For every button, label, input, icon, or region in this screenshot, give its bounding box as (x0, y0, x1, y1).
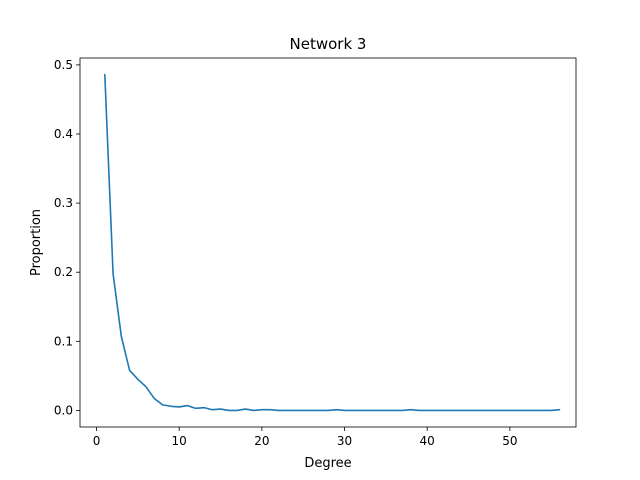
x-tick-label-5: 50 (502, 434, 517, 448)
series-line-0 (104, 73, 561, 412)
y-tick-label-5: 0.5 (54, 58, 73, 72)
plot-frame (79, 57, 577, 428)
x-tick-label-2: 20 (254, 434, 269, 448)
y-tick-label-1: 0.1 (54, 334, 73, 348)
y-tick-label-4: 0.4 (54, 127, 73, 141)
axis-ticks: 0 10 20 30 40 50 0.0 0.1 0.2 0.3 0.4 0.5 (54, 58, 518, 448)
y-tick-label-3: 0.3 (54, 196, 73, 210)
x-axis-label: Degree (304, 456, 351, 471)
x-tick-label-1: 10 (172, 434, 187, 448)
plot-area (104, 73, 561, 412)
chart-title: Network 3 (290, 35, 367, 53)
y-axis-label: Proportion (29, 209, 44, 276)
y-tick-label-0: 0.0 (54, 403, 73, 417)
x-tick-label-0: 0 (93, 434, 101, 448)
x-tick-label-3: 30 (337, 434, 352, 448)
y-tick-label-2: 0.2 (54, 265, 73, 279)
x-tick-label-4: 40 (420, 434, 435, 448)
